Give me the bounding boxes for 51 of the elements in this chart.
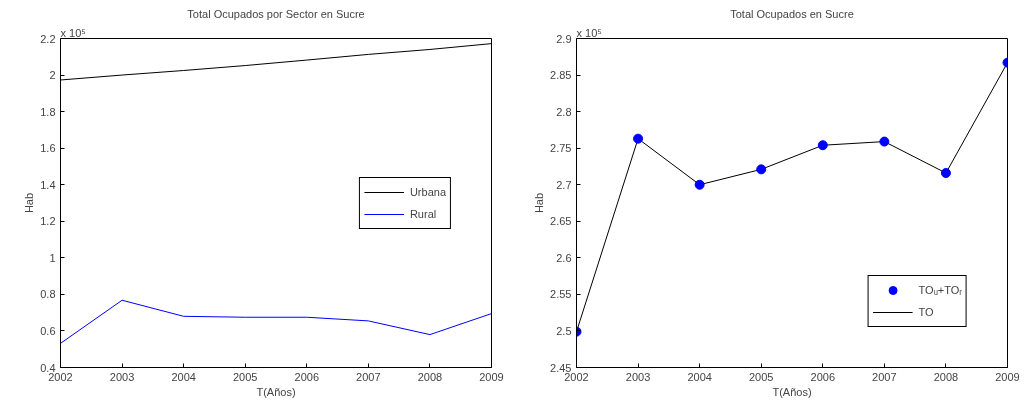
point: [694, 179, 705, 190]
legend-label: TOᵤ+TOᵣ: [918, 284, 962, 296]
x-tick-label: 2004: [171, 370, 196, 383]
y-tick-label: 2.8: [556, 105, 572, 118]
x-tick-label: 2003: [625, 370, 651, 383]
y-tick-label: 2.7: [556, 178, 572, 191]
x-axis-title: T(Años): [256, 385, 296, 398]
legend-label: Rural: [409, 207, 437, 220]
y-tick-label: 2.55: [550, 288, 572, 301]
x-tick-label: 2008: [417, 370, 443, 383]
point: [633, 133, 644, 144]
y-tick-label: 1.8: [40, 105, 56, 118]
y-tick-label: 0.6: [40, 324, 56, 337]
x-tick-label: 2004: [687, 370, 712, 383]
text: x 10⁵: [60, 26, 86, 39]
y-tick-label: 2.2: [40, 32, 56, 45]
legend-label: TO: [918, 306, 935, 318]
x-tick-label: 2006: [294, 370, 320, 383]
y-tick-label: 2.65: [550, 215, 572, 228]
point: [940, 168, 951, 179]
text: x 10⁵: [576, 26, 602, 39]
chart-title: Total Ocupados por Sector en Sucre: [187, 7, 365, 20]
y-tick-label: 1: [49, 251, 56, 264]
point: [879, 136, 890, 147]
x-axis-title: T(Años): [772, 385, 812, 398]
point: [756, 164, 767, 175]
y-tick-label: 2.9: [556, 32, 572, 45]
x-tick-label: 2003: [109, 370, 135, 383]
y-tick-label: 2.85: [550, 69, 572, 82]
x-tick-label: 2005: [748, 370, 774, 383]
x-tick-label: 2005: [232, 370, 258, 383]
y-axis-title: Hab: [533, 192, 546, 214]
chart-title: Total Ocupados en Sucre: [730, 7, 854, 20]
y-tick-label: 1.2: [40, 215, 56, 228]
y-tick-label: 2.75: [550, 142, 572, 155]
legend-label: Urbana: [409, 185, 446, 198]
x-tick-label: 2008: [933, 370, 959, 383]
y-tick-label: 1.6: [40, 142, 56, 155]
y-axis-title: Hab: [23, 192, 36, 214]
x-tick-label: 2009: [995, 370, 1020, 383]
x-tick-label: 2009: [479, 370, 504, 383]
x-tick-label: 2007: [872, 370, 897, 383]
line-series: [60, 299, 492, 344]
y-tick-label: 1.4: [40, 178, 56, 191]
y-tick-label: 2: [49, 69, 56, 82]
x-tick-label: 2006: [810, 370, 836, 383]
x-tick-label: 2007: [356, 370, 381, 383]
point: [817, 140, 828, 151]
y-tick-label: 0.8: [40, 288, 56, 301]
y-tick-label: 2.5: [556, 324, 572, 337]
y-tick-label: 2.6: [556, 251, 572, 264]
